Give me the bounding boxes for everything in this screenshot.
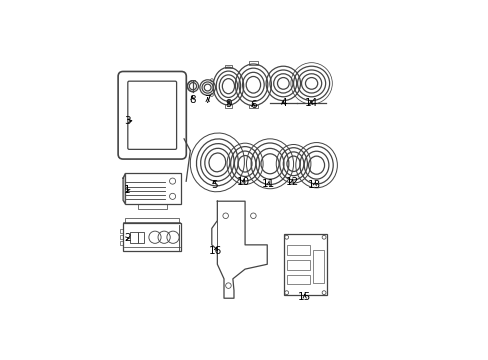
Text: 7: 7 — [204, 95, 210, 105]
Bar — [286, 275, 310, 284]
Text: 11: 11 — [262, 179, 275, 189]
Text: 8: 8 — [189, 95, 195, 105]
Text: 12: 12 — [285, 177, 298, 187]
Text: 14: 14 — [304, 98, 317, 108]
Text: 16: 16 — [209, 246, 222, 256]
Text: 15: 15 — [297, 292, 311, 302]
Text: 2: 2 — [123, 233, 130, 243]
Bar — [130, 232, 137, 243]
Bar — [138, 232, 144, 243]
Text: 1: 1 — [123, 185, 130, 195]
Polygon shape — [123, 174, 125, 204]
Text: 10: 10 — [237, 177, 250, 187]
Text: 3: 3 — [123, 116, 132, 126]
Text: 5: 5 — [210, 180, 217, 190]
Text: 13: 13 — [307, 180, 321, 190]
Bar — [312, 250, 323, 283]
Bar — [286, 246, 310, 255]
Text: 6: 6 — [249, 100, 256, 110]
Text: 4: 4 — [280, 98, 286, 108]
Bar — [286, 260, 310, 270]
Bar — [138, 204, 166, 210]
Text: 9: 9 — [225, 99, 232, 109]
